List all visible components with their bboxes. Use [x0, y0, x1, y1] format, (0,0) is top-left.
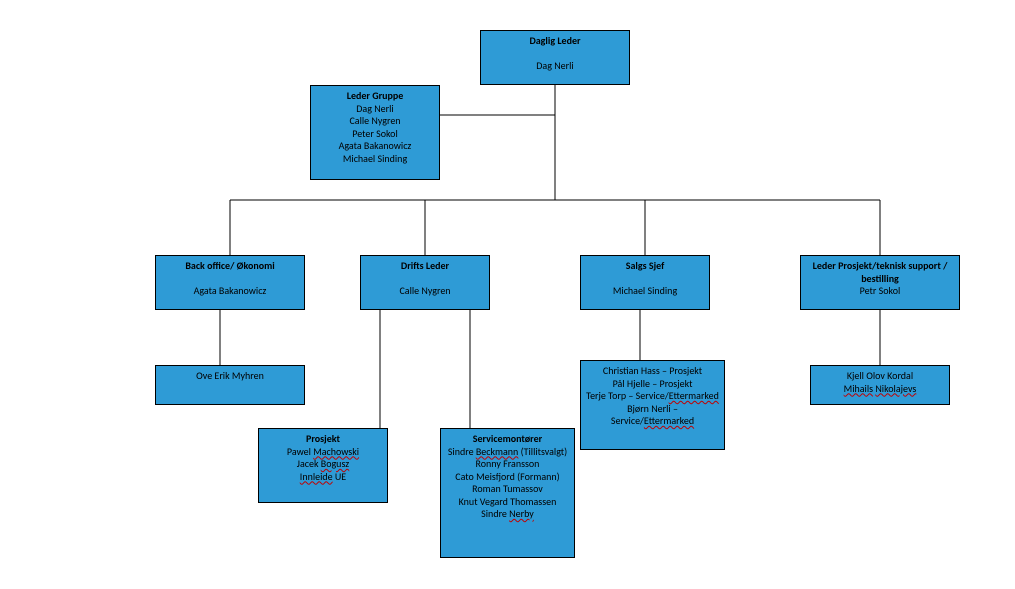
node-title: Leder Prosjekt/teknisk support / bestill… — [805, 260, 955, 285]
node-prosjekt: Prosjekt Pawel Machowski Jacek Bogusz In… — [258, 428, 388, 503]
node-kjell-mihails: Kjell Olov Kordal Mihails Nikolajevs — [810, 365, 950, 405]
org-chart: Daglig Leder Dag Nerli Leder Gruppe Dag … — [0, 0, 1015, 589]
node-salg-team: Christian Hass – Prosjekt Pål Hjelle – P… — [580, 360, 725, 450]
node-title: Drifts Leder — [365, 260, 485, 273]
node-line: Sindre Nerby — [445, 508, 570, 521]
node-line: Michael Sinding — [585, 285, 705, 298]
node-line: Terje Torp – Service/Ettermarked — [585, 390, 720, 403]
node-line: Innleide UE — [263, 471, 383, 484]
node-title: Salgs Sjef — [585, 260, 705, 273]
node-leder-prosjekt-teknisk: Leder Prosjekt/teknisk support / bestill… — [800, 255, 960, 310]
node-line: Mihails Nikolajevs — [815, 383, 945, 396]
node-ove-erik-myhren: Ove Erik Myhren — [155, 365, 305, 405]
node-line: Calle Nygren — [365, 285, 485, 298]
node-title: Back office/ Økonomi — [160, 260, 300, 273]
node-line: Ove Erik Myhren — [160, 370, 300, 383]
node-line: Dag Nerli — [485, 60, 625, 73]
node-daglig-leder: Daglig Leder Dag Nerli — [480, 30, 630, 85]
node-leder-gruppe: Leder Gruppe Dag Nerli Calle Nygren Pete… — [310, 85, 440, 180]
node-line: Christian Hass – Prosjekt — [585, 365, 720, 378]
node-line: Calle Nygren — [315, 115, 435, 128]
node-line: Agata Bakanowicz — [160, 285, 300, 298]
node-servicemontorer: Servicemontører Sindre Beckmann (Tillits… — [440, 428, 575, 558]
node-line: Agata Bakanowicz — [315, 140, 435, 153]
node-line: Michael Sinding — [315, 153, 435, 166]
node-drifts-leder: Drifts Leder Calle Nygren — [360, 255, 490, 310]
node-line: Ronny Fransson — [445, 458, 570, 471]
node-back-office-okonomi: Back office/ Økonomi Agata Bakanowicz — [155, 255, 305, 310]
node-salgs-sjef: Salgs Sjef Michael Sinding — [580, 255, 710, 310]
node-title: Daglig Leder — [485, 35, 625, 48]
node-line: Bjørn Nerli – Service/Ettermarked — [585, 403, 720, 428]
node-line: Petr Sokol — [805, 285, 955, 298]
node-title: Leder Gruppe — [315, 90, 435, 103]
node-line: Roman Tumassov — [445, 483, 570, 496]
